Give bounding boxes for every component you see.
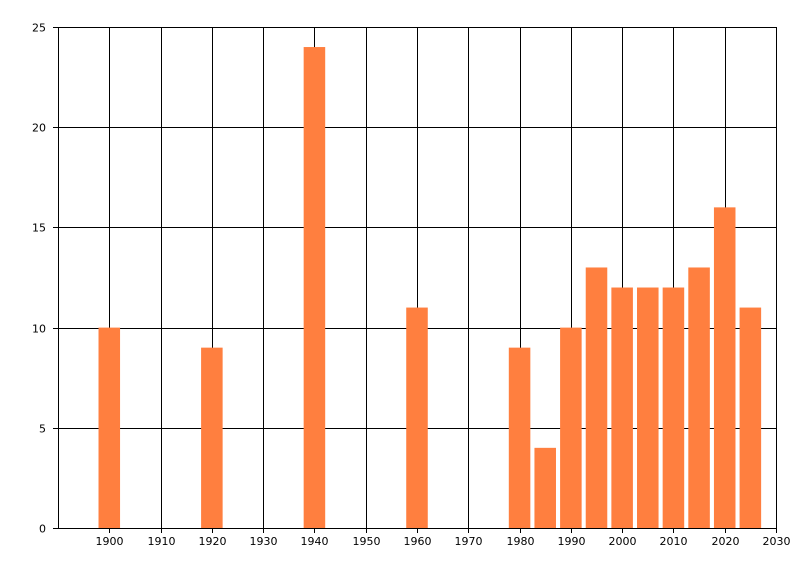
x-tick-label: 1930 — [250, 535, 278, 548]
bar — [637, 287, 659, 528]
x-tick-label: 2030 — [763, 535, 791, 548]
x-tick-label: 1920 — [199, 535, 227, 548]
bar-series — [98, 47, 762, 529]
bar — [98, 327, 121, 528]
y-tick-label: 20 — [32, 122, 46, 135]
y-axis-ticks: 0 5 10 15 20 25 — [32, 22, 58, 536]
bar — [560, 327, 582, 528]
x-tick-label: 2010 — [660, 535, 688, 548]
bar — [585, 267, 608, 528]
x-tick-label: 1900 — [96, 535, 124, 548]
x-tick-label: 1950 — [353, 535, 381, 548]
bar — [534, 447, 556, 528]
x-tick-label: 1960 — [404, 535, 432, 548]
y-tick-label: 10 — [32, 323, 46, 336]
x-tick-label: 1980 — [507, 535, 535, 548]
x-tick-label: 1910 — [148, 535, 176, 548]
bar — [303, 47, 326, 528]
bar — [688, 267, 710, 528]
bar — [508, 347, 531, 528]
bar — [713, 207, 736, 529]
x-tick-label: 1990 — [558, 535, 586, 548]
bar — [739, 307, 762, 528]
x-tick-label: 2000 — [609, 535, 637, 548]
x-tick-label: 2020 — [712, 535, 740, 548]
y-tick-label: 25 — [32, 22, 46, 35]
y-tick-label: 15 — [32, 222, 46, 235]
x-tick-label: 1940 — [301, 535, 329, 548]
y-tick-label: 5 — [39, 423, 46, 436]
x-axis-ticks: 1900 1910 1920 1930 1940 1950 1960 1970 1980 1990… — [96, 528, 791, 548]
bar — [201, 347, 223, 528]
y-tick-label: 0 — [39, 523, 46, 536]
x-tick-label: 1970 — [455, 535, 483, 548]
bar — [611, 287, 633, 528]
bar — [406, 307, 428, 528]
bar — [662, 287, 685, 528]
